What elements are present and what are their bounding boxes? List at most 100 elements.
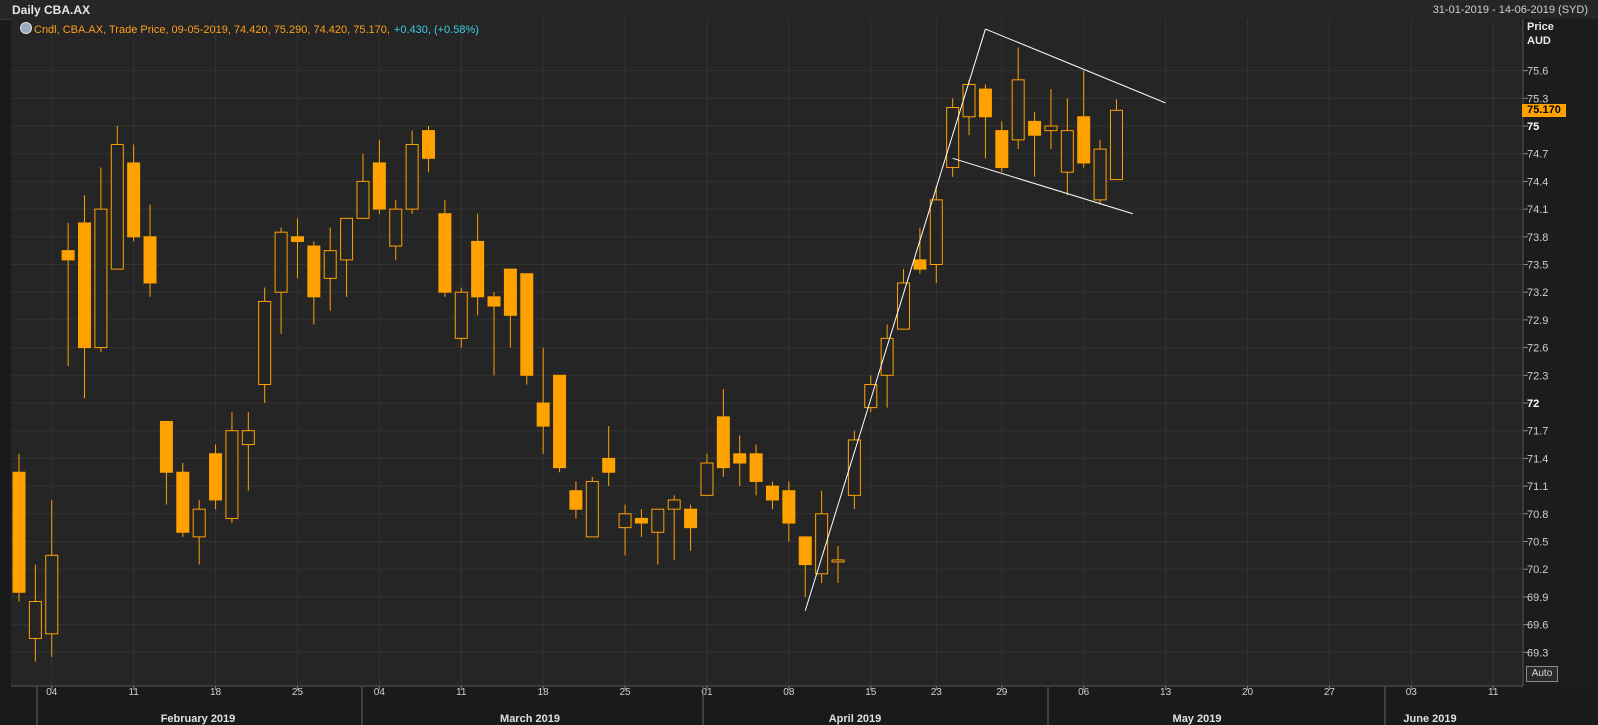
y-axis-ticks: 75.6 75.3 75 74.7 74.4 74.1 73.8 73.5 73.2 72.9 72… xyxy=(1522,19,1548,686)
candle xyxy=(307,241,321,325)
candle-body-down xyxy=(995,130,1009,169)
candle xyxy=(765,481,779,510)
legend-ohlc-text: Cndl, CBA.AX, Trade Price, 09-05-2019, 7… xyxy=(34,24,390,36)
candle-body-down xyxy=(602,457,616,473)
y-tick-label: 72.9 xyxy=(1527,315,1548,327)
candle xyxy=(1109,99,1123,181)
candle-body-up xyxy=(929,199,943,265)
candle-body-up xyxy=(192,508,206,538)
candle-body-down xyxy=(782,490,796,524)
y-tick-label: 74.1 xyxy=(1527,204,1548,216)
y-tick-label: 72.3 xyxy=(1527,370,1548,382)
candle-body-down xyxy=(520,273,534,376)
trendline xyxy=(804,28,986,611)
y-tick-label: 73.5 xyxy=(1527,260,1548,272)
candle-body-up xyxy=(946,107,960,169)
candle-body-up xyxy=(45,554,59,635)
last-price-marker: 75.170 xyxy=(1522,104,1566,117)
candle xyxy=(323,227,337,311)
candle xyxy=(389,199,403,260)
grid-lines xyxy=(11,19,1523,686)
x-tick-label: 18 xyxy=(538,687,550,698)
candle xyxy=(520,273,534,385)
candle-body-up xyxy=(454,291,468,339)
candle xyxy=(471,213,485,316)
x-tick-label: 04 xyxy=(374,687,386,698)
candle-body-up xyxy=(323,250,337,279)
candle-body-up xyxy=(1060,130,1074,173)
candle-body-down xyxy=(438,213,452,293)
x-tick-label: 01 xyxy=(701,687,713,698)
candle-body-down xyxy=(487,296,501,307)
candle xyxy=(864,375,878,413)
candle-body-up xyxy=(389,208,403,247)
candle xyxy=(356,153,370,219)
y-tick-label: 72.6 xyxy=(1527,343,1548,355)
y-tick-label: 71.1 xyxy=(1527,481,1548,493)
legend-change-text: +0.430, (+0.58%) xyxy=(393,24,479,36)
candle-body-down xyxy=(978,88,992,118)
candle-body-up xyxy=(1093,148,1107,201)
trendlines xyxy=(804,28,1166,611)
candle-body-up xyxy=(1109,109,1123,181)
y-tick-label: 71.7 xyxy=(1527,426,1548,438)
candle-body-down xyxy=(143,236,157,284)
candle xyxy=(733,435,747,487)
x-tick-label: 11 xyxy=(456,687,467,698)
candle xyxy=(716,389,730,477)
candle xyxy=(110,126,124,270)
x-tick-label: 29 xyxy=(996,687,1008,698)
candle xyxy=(749,444,763,496)
trendline xyxy=(952,157,1133,215)
candle xyxy=(78,195,92,399)
auto-scale-button[interactable]: Auto xyxy=(1526,666,1558,682)
x-tick-label: 27 xyxy=(1324,687,1336,698)
x-tick-label: 11 xyxy=(128,687,139,698)
candle-body-up xyxy=(700,462,714,496)
y-tick-label: 73.8 xyxy=(1527,232,1548,244)
candle xyxy=(929,186,943,283)
candle-body-down xyxy=(913,259,927,270)
candle xyxy=(1028,112,1042,177)
candle xyxy=(798,536,812,597)
candle-body-down xyxy=(176,471,190,533)
date-range[interactable]: 31-01-2019 - 14-06-2019 (SYD) xyxy=(1432,4,1588,16)
y-tick-label: 69.3 xyxy=(1527,647,1548,659)
price-axis-label: Price xyxy=(1527,21,1554,33)
candle-body-down xyxy=(159,420,173,473)
candle-body-up xyxy=(897,282,911,330)
candle-body-down xyxy=(422,130,435,159)
candle xyxy=(159,420,173,505)
x-tick-label: 15 xyxy=(865,687,877,698)
candle xyxy=(553,374,567,473)
y-tick-label: 73.2 xyxy=(1527,287,1548,299)
candle xyxy=(290,218,304,279)
candle-body-down xyxy=(503,268,517,316)
price-axis-area[interactable] xyxy=(1523,19,1598,686)
series-settings-icon[interactable] xyxy=(20,22,32,34)
candle xyxy=(258,287,272,403)
candle-body-down xyxy=(471,240,485,298)
candle-body-up xyxy=(241,430,255,446)
x-tick-label: 08 xyxy=(783,687,795,698)
candle xyxy=(782,481,796,542)
candle xyxy=(995,121,1009,173)
candle-body-down xyxy=(127,162,141,238)
x-tick-label: 20 xyxy=(1242,687,1254,698)
candle xyxy=(487,292,501,376)
candle xyxy=(618,504,632,556)
candle xyxy=(405,130,419,214)
y-tick-label: 70.8 xyxy=(1527,509,1548,521)
candle xyxy=(241,412,255,491)
candle xyxy=(651,508,665,565)
x-tick-label: 18 xyxy=(210,687,222,698)
x-axis-ticks: 04 11 18 25 04 11 18 25 01 08 15 23 29 06 13 20 27 03 11 Fe… xyxy=(11,685,1523,725)
candle xyxy=(700,453,714,496)
y-tick-label: 75.3 xyxy=(1527,93,1548,105)
candle-body-up xyxy=(1044,125,1058,132)
candle xyxy=(1044,89,1058,150)
candle xyxy=(684,504,698,551)
y-tick-label: 71.4 xyxy=(1527,453,1548,465)
candle xyxy=(192,499,206,565)
